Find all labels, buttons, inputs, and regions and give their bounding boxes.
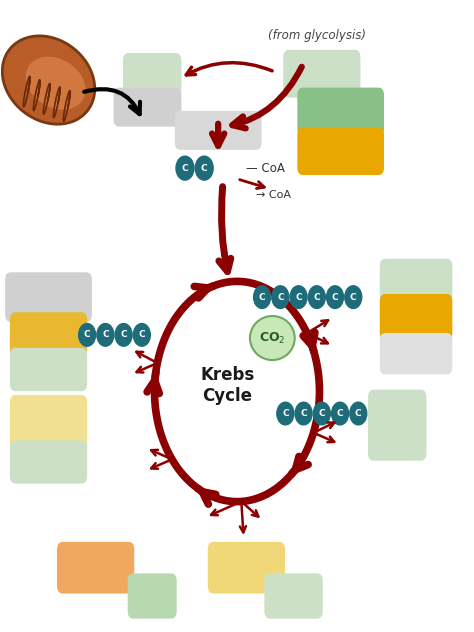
Circle shape xyxy=(327,286,344,308)
FancyBboxPatch shape xyxy=(123,53,182,95)
Ellipse shape xyxy=(250,316,295,360)
Circle shape xyxy=(115,324,132,346)
Text: C: C xyxy=(295,293,302,301)
Circle shape xyxy=(97,324,114,346)
FancyBboxPatch shape xyxy=(10,395,87,451)
Ellipse shape xyxy=(26,57,86,110)
Text: C: C xyxy=(282,409,289,418)
Text: C: C xyxy=(84,331,91,339)
Text: C: C xyxy=(337,409,343,418)
FancyBboxPatch shape xyxy=(208,542,285,593)
FancyBboxPatch shape xyxy=(380,258,452,304)
Text: → CoA: → CoA xyxy=(256,190,291,200)
Text: C: C xyxy=(120,331,127,339)
Text: C: C xyxy=(319,409,325,418)
Circle shape xyxy=(277,402,294,425)
Text: CO$_2$: CO$_2$ xyxy=(259,331,286,346)
Circle shape xyxy=(176,156,194,180)
FancyBboxPatch shape xyxy=(128,573,177,619)
Text: C: C xyxy=(277,293,283,301)
Text: C: C xyxy=(182,164,188,173)
Ellipse shape xyxy=(2,36,95,124)
FancyBboxPatch shape xyxy=(368,389,427,431)
FancyBboxPatch shape xyxy=(297,88,384,135)
Circle shape xyxy=(308,286,325,308)
Circle shape xyxy=(272,286,289,308)
FancyBboxPatch shape xyxy=(380,294,452,341)
FancyBboxPatch shape xyxy=(175,111,262,150)
FancyBboxPatch shape xyxy=(5,272,92,322)
FancyBboxPatch shape xyxy=(380,333,452,375)
Circle shape xyxy=(350,402,367,425)
FancyBboxPatch shape xyxy=(283,50,360,98)
Text: Krebs
Cycle: Krebs Cycle xyxy=(201,366,255,404)
FancyBboxPatch shape xyxy=(10,348,87,391)
Text: — CoA: — CoA xyxy=(246,162,285,174)
FancyBboxPatch shape xyxy=(10,441,87,483)
Text: C: C xyxy=(138,331,145,339)
Circle shape xyxy=(79,324,96,346)
Text: (from glycolysis): (from glycolysis) xyxy=(268,30,366,42)
Text: C: C xyxy=(355,409,362,418)
Text: C: C xyxy=(313,293,320,301)
Circle shape xyxy=(313,402,330,425)
Text: C: C xyxy=(201,164,208,173)
FancyBboxPatch shape xyxy=(57,542,134,593)
FancyBboxPatch shape xyxy=(114,88,182,126)
FancyBboxPatch shape xyxy=(368,420,427,461)
Circle shape xyxy=(295,402,312,425)
Text: C: C xyxy=(300,409,307,418)
Circle shape xyxy=(345,286,362,308)
Text: C: C xyxy=(259,293,265,301)
Circle shape xyxy=(133,324,150,346)
Text: C: C xyxy=(332,293,338,301)
Text: C: C xyxy=(102,331,109,339)
Circle shape xyxy=(290,286,307,308)
Circle shape xyxy=(332,402,348,425)
FancyBboxPatch shape xyxy=(297,127,384,175)
Text: C: C xyxy=(350,293,356,301)
FancyBboxPatch shape xyxy=(264,573,323,619)
FancyBboxPatch shape xyxy=(10,312,87,358)
Circle shape xyxy=(195,156,213,180)
Circle shape xyxy=(254,286,271,308)
